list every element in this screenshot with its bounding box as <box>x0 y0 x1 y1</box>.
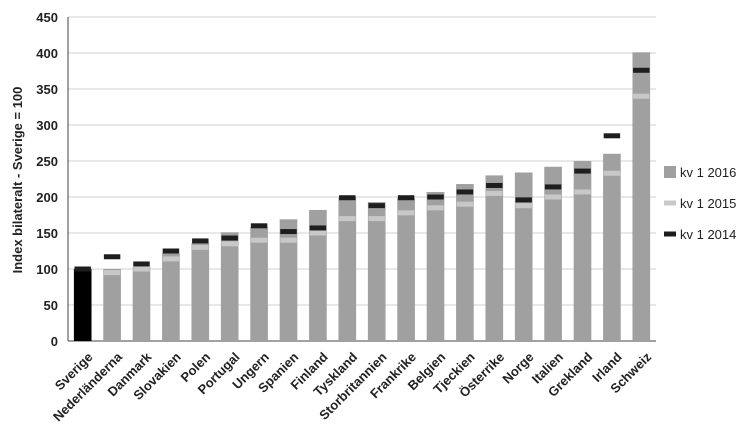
marker <box>133 261 150 267</box>
bar <box>514 172 533 341</box>
marker <box>339 195 356 201</box>
marker <box>250 237 268 243</box>
marker <box>456 201 474 207</box>
legend-label: kv 1 2015 <box>680 196 736 211</box>
marker <box>74 266 91 272</box>
marker <box>633 67 650 73</box>
marker <box>221 235 238 241</box>
bar <box>220 232 239 341</box>
legend-label: kv 1 2014 <box>680 227 736 242</box>
bar <box>309 209 327 341</box>
marker <box>544 184 562 190</box>
marker <box>309 225 327 231</box>
marker <box>574 189 591 195</box>
marker <box>603 133 621 139</box>
bar <box>426 191 445 341</box>
marker <box>103 270 121 276</box>
y-tick-label: 400 <box>36 46 58 61</box>
marker <box>427 194 444 200</box>
y-tick-label: 0 <box>51 334 58 349</box>
marker <box>427 205 444 211</box>
bar <box>573 161 592 341</box>
marker <box>456 189 474 195</box>
legend-label: kv 1 2016 <box>680 165 736 180</box>
marker <box>544 194 562 200</box>
y-tick-label: 300 <box>36 118 58 133</box>
marker <box>368 203 385 209</box>
bar <box>73 269 92 341</box>
bar <box>162 253 180 341</box>
bar <box>485 175 504 341</box>
y-tick-label: 50 <box>44 298 58 313</box>
bar <box>603 153 621 341</box>
bar <box>250 227 268 341</box>
bar <box>367 202 386 341</box>
marker <box>192 238 209 244</box>
bar <box>103 269 121 341</box>
legend-swatch <box>664 200 676 206</box>
marker <box>309 230 327 236</box>
marker <box>103 254 121 260</box>
bar <box>456 184 474 341</box>
marker <box>280 237 297 243</box>
marker <box>515 197 532 203</box>
marker <box>192 244 209 250</box>
marker <box>397 210 415 216</box>
bar <box>632 52 651 341</box>
marker <box>486 190 503 196</box>
y-axis-label: Index bilateralt - Sverige = 100 <box>10 87 25 274</box>
y-tick-label: 350 <box>36 82 58 97</box>
marker <box>221 241 238 247</box>
x-tick-label: Norge <box>499 349 536 386</box>
legend-swatch <box>664 166 676 178</box>
bar <box>132 266 151 341</box>
marker <box>162 248 180 254</box>
legend-swatch <box>664 231 676 237</box>
marker <box>633 93 650 99</box>
marker <box>515 203 532 209</box>
bar <box>544 166 562 341</box>
marker <box>603 170 621 176</box>
marker <box>368 216 385 222</box>
bar <box>279 219 298 341</box>
y-tick-label: 450 <box>36 10 58 25</box>
marker <box>486 182 503 188</box>
y-tick-label: 150 <box>36 226 58 241</box>
marker <box>397 195 415 201</box>
marker <box>133 266 150 272</box>
y-tick-label: 200 <box>36 190 58 205</box>
bar <box>397 198 415 341</box>
marker <box>280 229 297 235</box>
marker <box>339 216 356 222</box>
y-tick-label: 250 <box>36 154 58 169</box>
bar <box>338 197 357 341</box>
marker <box>162 256 180 262</box>
bar <box>191 243 210 341</box>
marker <box>250 223 268 229</box>
y-tick-label: 100 <box>36 262 58 277</box>
marker <box>574 168 591 174</box>
